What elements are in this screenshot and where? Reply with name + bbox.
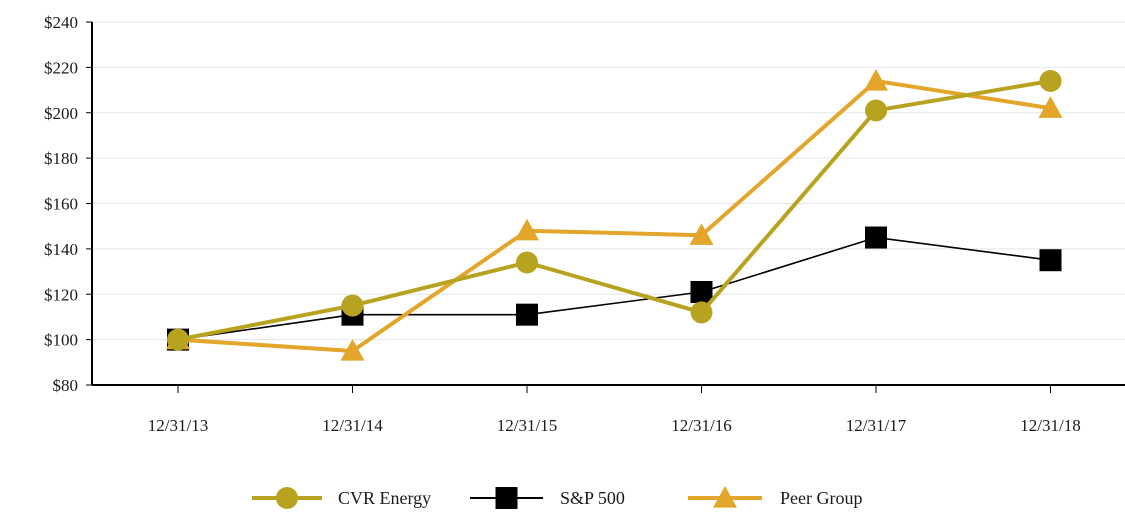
y-tick-label: $100 xyxy=(44,331,78,350)
data-point xyxy=(341,294,364,317)
legend-label: S&P 500 xyxy=(560,488,625,508)
x-tick-label: 12/31/14 xyxy=(322,416,383,435)
x-tick-label: 12/31/17 xyxy=(846,416,907,435)
legend-swatch-marker xyxy=(495,487,518,509)
series-line xyxy=(177,236,1051,341)
y-tick-label: $120 xyxy=(44,285,78,304)
y-tick-label: $80 xyxy=(53,376,79,395)
y-tick-label: $160 xyxy=(44,195,78,214)
legend-label: Peer Group xyxy=(780,488,862,508)
x-tick-label: 12/31/13 xyxy=(148,416,208,435)
data-point xyxy=(864,68,888,91)
data-point xyxy=(1038,96,1063,118)
data-point xyxy=(167,328,189,351)
x-tick-label: 12/31/15 xyxy=(497,416,557,435)
y-tick-label: $140 xyxy=(44,240,78,259)
series-lines xyxy=(166,68,1063,361)
gridlines xyxy=(92,21,1125,341)
y-tick-label: $240 xyxy=(44,13,78,32)
data-point xyxy=(1039,249,1062,272)
legend-item: Peer Group xyxy=(688,486,862,508)
legend-item: S&P 500 xyxy=(470,487,625,509)
data-point xyxy=(689,223,714,245)
legend-swatch-marker xyxy=(276,487,298,509)
data-point xyxy=(865,226,887,249)
axes: $80 $100 $120 $140 $160 $180 $200 $220 $240 12/31… xyxy=(44,13,1125,435)
data-point xyxy=(690,280,713,303)
data-point xyxy=(690,301,713,324)
legend-label: CVR Energy xyxy=(338,488,431,508)
data-point xyxy=(340,338,365,361)
legend-swatch-marker xyxy=(713,486,737,508)
data-point xyxy=(1039,69,1062,92)
y-tick-label: $220 xyxy=(44,58,78,77)
series-line xyxy=(177,79,1051,342)
data-point xyxy=(865,99,887,122)
data-point xyxy=(516,303,538,326)
y-tick-label: $180 xyxy=(44,149,78,168)
series-cvr-energy xyxy=(167,69,1062,351)
x-tick-label: 12/31/18 xyxy=(1020,416,1080,435)
legend-item: CVR Energy xyxy=(252,487,431,509)
legend: CVR Energy S&P 500 Peer Group xyxy=(252,486,862,509)
data-point xyxy=(515,218,539,241)
y-tick-label: $200 xyxy=(44,104,78,123)
data-point xyxy=(516,251,538,274)
x-tick-label: 12/31/16 xyxy=(671,416,731,435)
series-line xyxy=(177,78,1051,353)
